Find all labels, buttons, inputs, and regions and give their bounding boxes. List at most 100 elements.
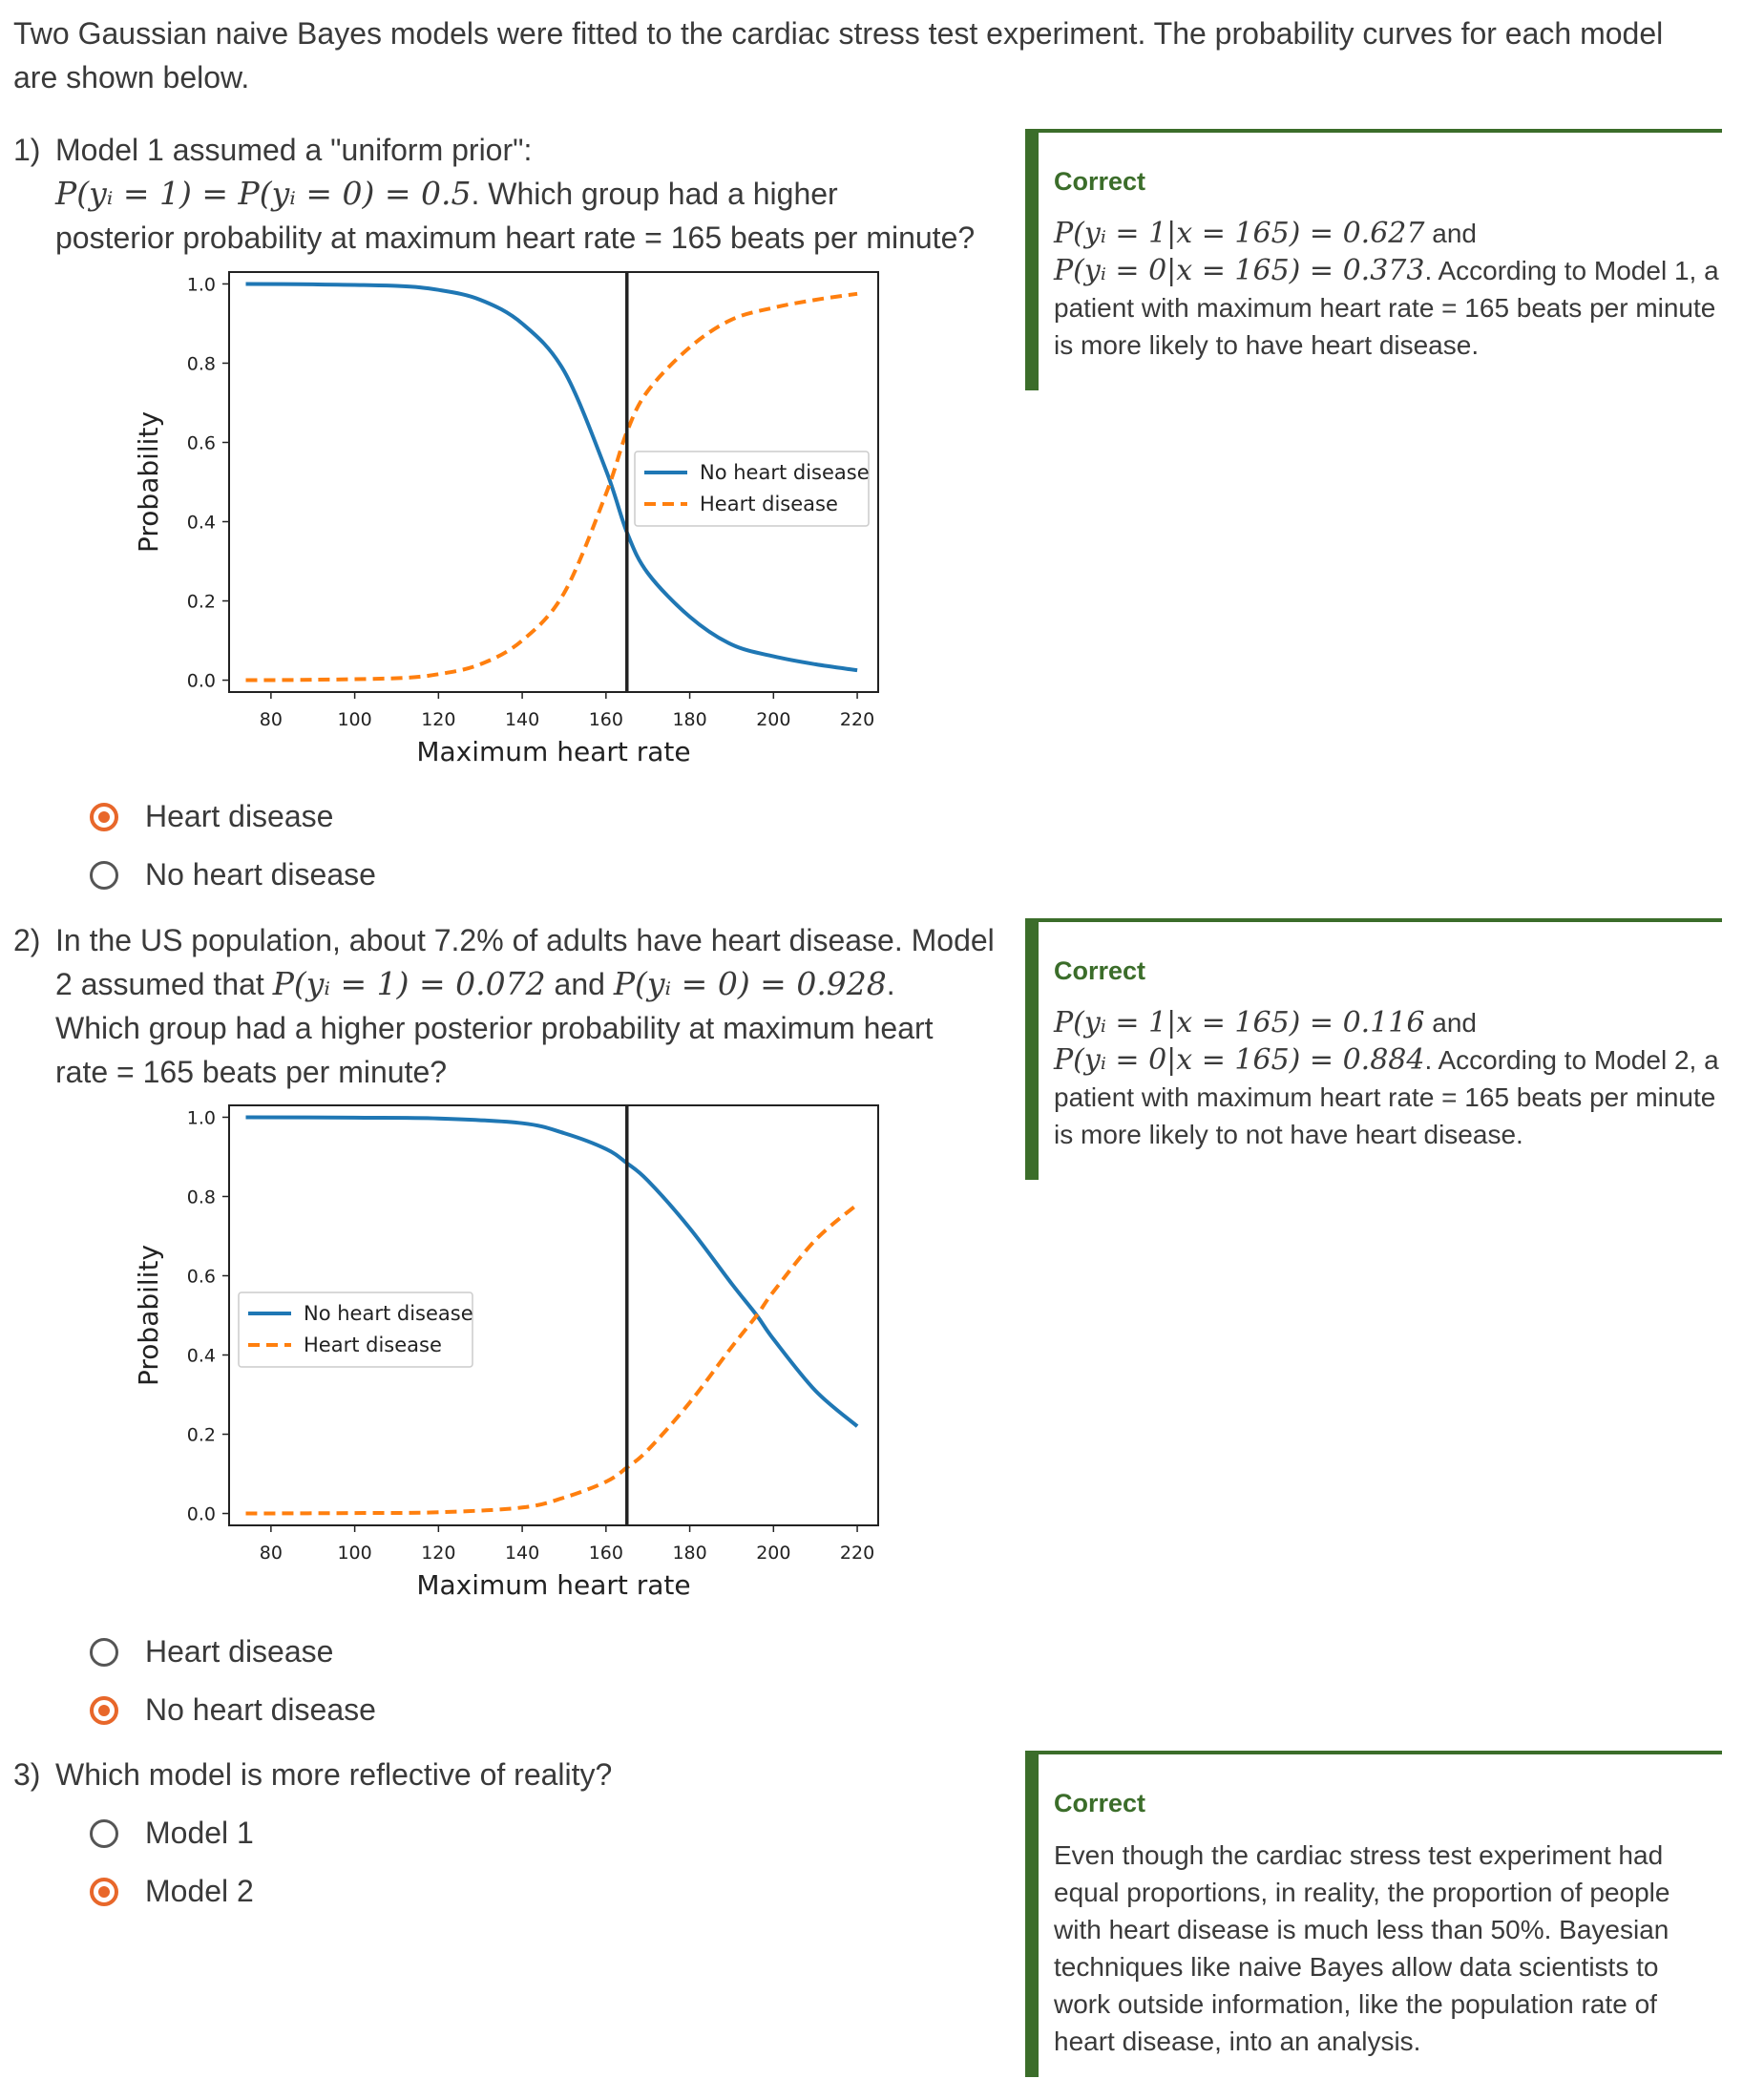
- option-label: Heart disease: [145, 1634, 334, 1669]
- math-expression: P(yᵢ = 0|x = 165) = 0.884: [1054, 1043, 1425, 1077]
- question-3: 3) Which model is more reflective of rea…: [13, 1753, 1006, 1796]
- option-heart-disease[interactable]: Heart disease: [90, 788, 376, 846]
- math-expression: P(yᵢ = 1) = 0.072: [272, 965, 546, 1002]
- y-tick-label: 1.0: [187, 1107, 216, 1128]
- question-text: rate = 165 beats per minute?: [55, 1055, 448, 1089]
- x-tick-label: 180: [672, 1543, 706, 1564]
- x-tick-label: 160: [589, 1543, 623, 1564]
- option-label: Model 2: [145, 1874, 254, 1908]
- feedback-title: Correct: [1054, 167, 1146, 196]
- y-tick-label: 0.2: [187, 1425, 216, 1446]
- x-tick-label: 80: [260, 1543, 283, 1564]
- x-axis-label: Maximum heart rate: [416, 736, 690, 767]
- plot-frame: [228, 1104, 879, 1526]
- feedback-title: Correct: [1054, 956, 1146, 985]
- y-tick-label: 0.6: [187, 432, 216, 453]
- y-axis-label: Probability: [133, 411, 164, 553]
- x-tick-label: 80: [260, 709, 283, 730]
- question-number: 3): [13, 1757, 41, 1792]
- feedback-q2: Correct P(yᵢ = 1|x = 165) = 0.116 and P(y…: [1025, 918, 1722, 1180]
- x-tick-label: 100: [337, 709, 371, 730]
- legend: No heart disease Heart disease: [634, 451, 870, 527]
- radio-button[interactable]: [90, 1637, 118, 1667]
- question-number: 2): [13, 923, 41, 957]
- question-text: In the US population, about 7.2% of adul…: [55, 923, 995, 957]
- y-tick-label: 1.0: [187, 274, 216, 295]
- legend-box: [238, 1292, 473, 1368]
- question-text: . Which group had a higher: [471, 177, 838, 211]
- radio-button[interactable]: [90, 1877, 118, 1906]
- question-text: 2 assumed that: [55, 967, 273, 1001]
- legend-label: Heart disease: [700, 493, 838, 515]
- question-text: Which group had a higher posterior proba…: [55, 1011, 934, 1045]
- x-tick-label: 220: [840, 709, 874, 730]
- math-expression: P(yᵢ = 0) = 0.928: [613, 965, 887, 1002]
- legend-box: [634, 451, 870, 527]
- option-model-2[interactable]: Model 2: [90, 1862, 254, 1921]
- math-expression: P(yᵢ = 1) = P(yᵢ = 0) = 0.5: [55, 175, 472, 212]
- question-text: and: [545, 967, 614, 1001]
- x-tick-label: 120: [421, 1543, 455, 1564]
- series-line-no-heart-disease: [245, 1115, 859, 1428]
- y-tick-label: 0.0: [187, 1504, 216, 1525]
- q1-options: Heart disease No heart disease: [90, 788, 376, 904]
- legend-label: Heart disease: [304, 1334, 442, 1356]
- option-no-heart-disease[interactable]: No heart disease: [90, 846, 376, 904]
- question-text: Which model is more reflective of realit…: [55, 1757, 613, 1792]
- feedback-q3: Correct Even though the cardiac stress t…: [1025, 1751, 1722, 2077]
- feedback-accent-bar: [1025, 1754, 1039, 2077]
- feedback-text: P(yᵢ = 1|x = 165) = 0.116 and P(yᵢ = 0|x …: [1054, 1004, 1722, 1153]
- x-axis-label: Maximum heart rate: [416, 1569, 690, 1601]
- x-tick-label: 200: [756, 1543, 790, 1564]
- q3-options: Model 1 Model 2: [90, 1804, 254, 1921]
- legend-label: No heart disease: [700, 461, 870, 484]
- chart-model-2: 80 100 120 140 160 180 200 220 0.0 0.2 0.4 0.6 0.8 1.…: [124, 1096, 897, 1616]
- x-tick-label: 220: [840, 1543, 874, 1564]
- y-tick-label: 0.4: [187, 513, 216, 534]
- feedback-accent-bar: [1025, 133, 1039, 390]
- feedback-text-part: and: [1424, 1008, 1477, 1038]
- math-expression: P(yᵢ = 1|x = 165) = 0.116: [1054, 1006, 1425, 1040]
- intro-text: Two Gaussian naive Bayes models were fit…: [13, 16, 1664, 94]
- x-tick-label: 200: [756, 709, 790, 730]
- x-tick-label: 120: [421, 709, 455, 730]
- question-2: 2) In the US population, about 7.2% of a…: [13, 918, 1006, 1089]
- radio-button[interactable]: [90, 860, 118, 890]
- option-model-1[interactable]: Model 1: [90, 1804, 254, 1862]
- question-text: posterior probability at maximum heart r…: [55, 220, 976, 255]
- feedback-q1: Correct P(yᵢ = 1|x = 165) = 0.627 and P(y…: [1025, 129, 1722, 390]
- option-no-heart-disease[interactable]: No heart disease: [90, 1681, 376, 1739]
- x-tick-label: 140: [505, 1543, 539, 1564]
- option-label: No heart disease: [145, 857, 376, 892]
- y-axis-label: Probability: [133, 1245, 164, 1386]
- feedback-accent-bar: [1025, 922, 1039, 1180]
- series-line-heart-disease: [245, 291, 858, 682]
- y-tick-label: 0.8: [187, 1186, 216, 1208]
- feedback-text-part: . According to Model 1, a patient with m…: [1054, 256, 1719, 360]
- probability-chart-model-1: 80 100 120 140 160 180 200 220 0.0 0.2 0.4 0.6 0.8 1.…: [133, 271, 879, 767]
- question-1: 1) Model 1 assumed a "uniform prior": P(…: [13, 128, 1006, 255]
- y-tick-label: 0.8: [187, 353, 216, 374]
- radio-button[interactable]: [90, 802, 118, 831]
- question-number: 1): [13, 133, 41, 167]
- question-text: .: [886, 967, 895, 1001]
- x-tick-label: 140: [505, 709, 539, 730]
- feedback-title: Correct: [1054, 1789, 1146, 1817]
- radio-button[interactable]: [90, 1695, 118, 1725]
- series-line-no-heart-disease: [245, 282, 858, 673]
- y-tick-label: 0.4: [187, 1346, 216, 1367]
- y-tick-label: 0.6: [187, 1266, 216, 1287]
- feedback-text-part: and: [1424, 219, 1477, 248]
- question-text: Model 1 assumed a "uniform prior":: [55, 133, 533, 167]
- probability-chart-model-2: 80 100 120 140 160 180 200 220 0.0 0.2 0.4 0.6 0.8 1.…: [133, 1104, 879, 1601]
- math-expression: P(yᵢ = 1|x = 165) = 0.627: [1054, 217, 1425, 250]
- legend-label: No heart disease: [304, 1302, 473, 1325]
- series-line-heart-disease: [245, 1203, 859, 1516]
- plot-frame: [228, 271, 879, 693]
- option-label: No heart disease: [145, 1692, 376, 1727]
- chart-model-1: 80 100 120 140 160 180 200 220 0.0 0.2 0.4 0.6 0.8 1.…: [124, 262, 897, 783]
- option-label: Model 1: [145, 1816, 254, 1850]
- option-heart-disease[interactable]: Heart disease: [90, 1623, 376, 1681]
- radio-button[interactable]: [90, 1818, 118, 1848]
- math-expression: P(yᵢ = 0|x = 165) = 0.373: [1054, 254, 1425, 287]
